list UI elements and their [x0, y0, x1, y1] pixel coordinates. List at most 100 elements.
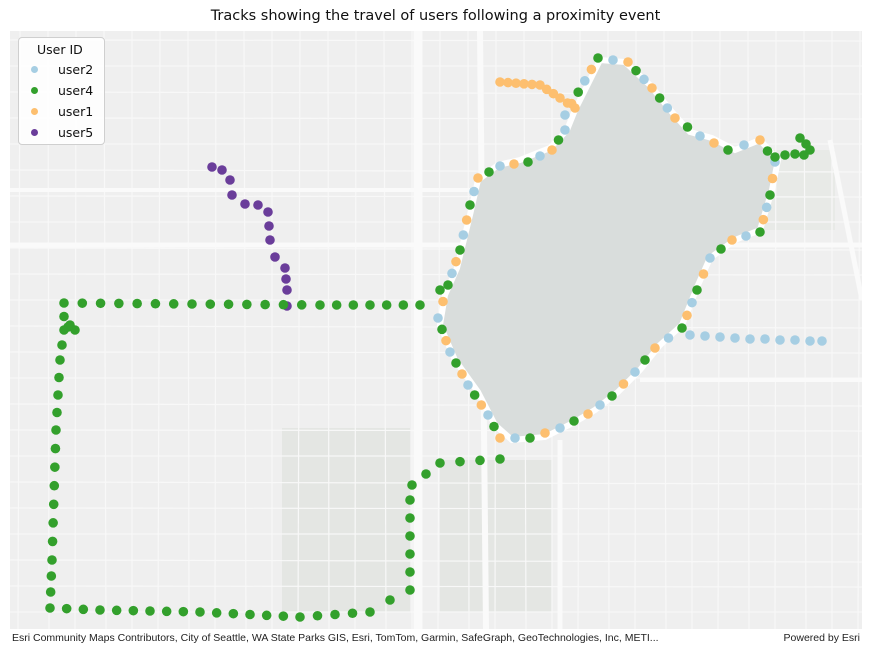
user2-point — [560, 125, 570, 135]
user4-point — [780, 150, 790, 160]
user4-point — [405, 549, 415, 559]
user1-track — [438, 57, 778, 443]
user2-point — [695, 131, 705, 141]
user5-point — [240, 199, 250, 209]
user1-point — [650, 343, 660, 353]
user5-point — [282, 285, 292, 295]
user4-point — [132, 298, 142, 309]
legend-item-user2: user2 — [29, 60, 93, 78]
user4-track — [45, 53, 815, 622]
user2-point — [730, 333, 740, 343]
user2-point — [469, 186, 479, 197]
user1-point — [623, 57, 633, 67]
user2-point — [687, 297, 697, 308]
user5-point — [264, 221, 274, 231]
legend-marker-user1 — [31, 107, 38, 115]
user5-point — [270, 252, 280, 262]
user4-point — [405, 495, 415, 505]
user4-point — [795, 133, 805, 143]
user1-point — [670, 113, 680, 123]
user4-point — [484, 167, 494, 177]
legend-marker-user4 — [31, 86, 38, 94]
user2-point — [700, 331, 710, 341]
powered-by-esri[interactable]: Powered by Esri — [783, 632, 860, 644]
street — [10, 325, 862, 329]
user4-point — [63, 322, 73, 332]
street — [774, 31, 777, 629]
user4-point — [640, 355, 650, 365]
legend-item-user5: user5 — [29, 123, 93, 141]
user4-point — [407, 480, 417, 490]
user4-point — [593, 53, 603, 63]
user4-point — [50, 462, 60, 472]
user1-point — [547, 145, 557, 155]
legend-item-user4: user4 — [29, 81, 93, 99]
land — [10, 31, 862, 629]
user4-point — [405, 585, 415, 595]
user4-point — [385, 595, 395, 605]
user4-point — [755, 227, 765, 237]
user4-point — [95, 298, 106, 309]
user5-point — [227, 190, 237, 200]
map-svg — [10, 31, 862, 629]
user1-point — [438, 296, 448, 307]
user4-point — [631, 65, 641, 76]
park-area — [440, 460, 552, 612]
user2-point — [463, 380, 473, 390]
user4-point — [495, 454, 505, 464]
user2-point — [715, 332, 725, 342]
user4-point — [295, 612, 305, 622]
user4-point — [245, 609, 255, 620]
user4-point — [451, 358, 461, 368]
user1-point — [570, 103, 580, 113]
user1-point — [618, 379, 629, 389]
legend-label-user2: user2 — [58, 61, 94, 77]
user1-point — [473, 173, 483, 183]
user4-point — [242, 299, 252, 310]
user4-point — [682, 122, 693, 132]
user4-point — [228, 608, 239, 619]
user4-point — [770, 152, 780, 162]
user4-point — [45, 603, 55, 613]
user1-point — [451, 256, 461, 267]
user4-point — [261, 610, 272, 621]
user2-point — [595, 400, 605, 410]
user4-point — [53, 390, 63, 400]
user5-point — [225, 175, 235, 185]
user5-point — [217, 165, 227, 175]
user4-point — [790, 149, 800, 159]
user4-point — [437, 324, 447, 335]
user2-point — [685, 330, 695, 340]
user2-point — [790, 335, 800, 345]
user1-point — [758, 214, 769, 225]
user2-point — [560, 110, 570, 120]
user1-point — [586, 64, 597, 75]
user4-point — [111, 605, 122, 616]
legend-marker-user2 — [31, 65, 38, 73]
user4-point — [525, 433, 535, 443]
user4-point — [128, 605, 139, 616]
user2-point — [805, 336, 815, 346]
street — [327, 31, 330, 629]
arterial-road — [827, 139, 862, 301]
user4-point — [469, 390, 480, 400]
user1-point — [583, 409, 593, 419]
user4-point — [59, 311, 69, 322]
user2-point — [495, 161, 505, 171]
user4-point — [553, 135, 564, 145]
street — [10, 351, 862, 354]
street — [10, 273, 862, 276]
user4-point — [150, 298, 161, 309]
user4-point — [50, 443, 61, 454]
street — [10, 429, 862, 432]
user5-point — [253, 200, 263, 210]
map-canvas[interactable] — [10, 31, 862, 629]
user1-point — [555, 93, 565, 103]
user1-point — [682, 310, 692, 321]
user4-point — [168, 299, 179, 309]
user4-point — [48, 518, 58, 528]
user4-point — [145, 606, 155, 616]
user4-point — [716, 244, 726, 254]
street — [243, 31, 247, 629]
user1-point — [519, 79, 529, 89]
